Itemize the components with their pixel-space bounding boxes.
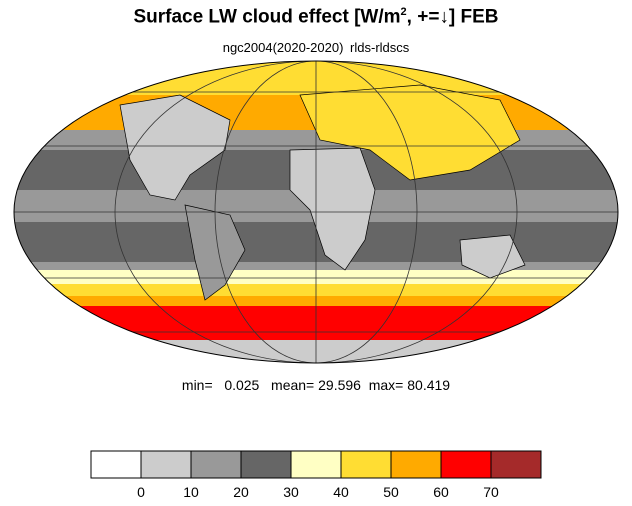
south-america xyxy=(184,204,246,301)
colorbar-box xyxy=(340,450,392,479)
map-subtitle: ngc2004(2020-2020) rlds-rldscs xyxy=(222,40,410,55)
colorbar-tick-label: 50 xyxy=(383,484,399,500)
colorbar-box xyxy=(290,450,342,479)
statistics: min= 0.025 mean= 29.596 max= 80.419 xyxy=(181,377,451,393)
colorbar-box xyxy=(440,450,492,479)
colorbar-tick-label: 10 xyxy=(183,484,199,500)
colorbar-tick-label: 30 xyxy=(283,484,299,500)
colorbar-box xyxy=(140,450,192,479)
colorbar-box xyxy=(490,450,542,479)
colorbar xyxy=(90,450,542,479)
colorbar-box xyxy=(90,450,142,479)
map-title: Surface LW cloud effect [W/m2, +=↓] FEB xyxy=(133,6,499,28)
colorbar-tick-label: 0 xyxy=(137,484,145,500)
colorbar-tick-label: 60 xyxy=(433,484,449,500)
colorbar-tick-label: 70 xyxy=(483,484,499,500)
colorbar-tick-label: 40 xyxy=(333,484,349,500)
australia xyxy=(459,234,526,279)
globe-outline xyxy=(13,60,619,364)
graticule xyxy=(14,61,618,363)
colorbar-box xyxy=(190,450,242,479)
eurasia xyxy=(299,84,521,181)
north-america xyxy=(119,94,231,201)
africa xyxy=(289,147,376,271)
world-map xyxy=(13,60,619,364)
colorbar-tick-label: 20 xyxy=(233,484,249,500)
colorbar-box xyxy=(390,450,442,479)
colorbar-box xyxy=(240,450,292,479)
